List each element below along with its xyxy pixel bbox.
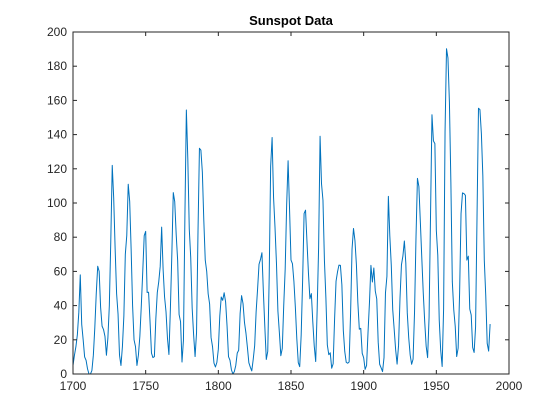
chart-title: Sunspot Data [249, 13, 334, 28]
y-tick-label: 200 [47, 25, 67, 39]
x-tick-label: 1700 [60, 379, 87, 393]
series-line-0 [72, 48, 491, 375]
x-axis-ticks: 1700 1750 1800 1850 1900 1950 2000 [60, 32, 523, 393]
x-tick-label: 2000 [496, 379, 523, 393]
y-tick-label: 20 [54, 333, 68, 347]
x-tick-label: 1750 [132, 379, 159, 393]
y-tick-label: 120 [47, 162, 67, 176]
y-tick-label: 160 [47, 93, 67, 107]
y-tick-label: 60 [54, 264, 68, 278]
y-tick-label: 180 [47, 59, 67, 73]
x-tick-label: 1850 [278, 379, 305, 393]
y-tick-label: 80 [54, 230, 68, 244]
y-tick-label: 0 [60, 367, 67, 381]
y-tick-label: 40 [54, 299, 68, 313]
series-layer [72, 48, 491, 375]
y-axis-ticks: 0 20 40 60 80 100 120 140 160 180 200 [47, 25, 509, 381]
x-tick-label: 1800 [205, 379, 232, 393]
x-tick-label: 1900 [350, 379, 377, 393]
y-tick-label: 140 [47, 128, 67, 142]
y-tick-label: 100 [47, 196, 67, 210]
x-tick-label: 1950 [423, 379, 450, 393]
